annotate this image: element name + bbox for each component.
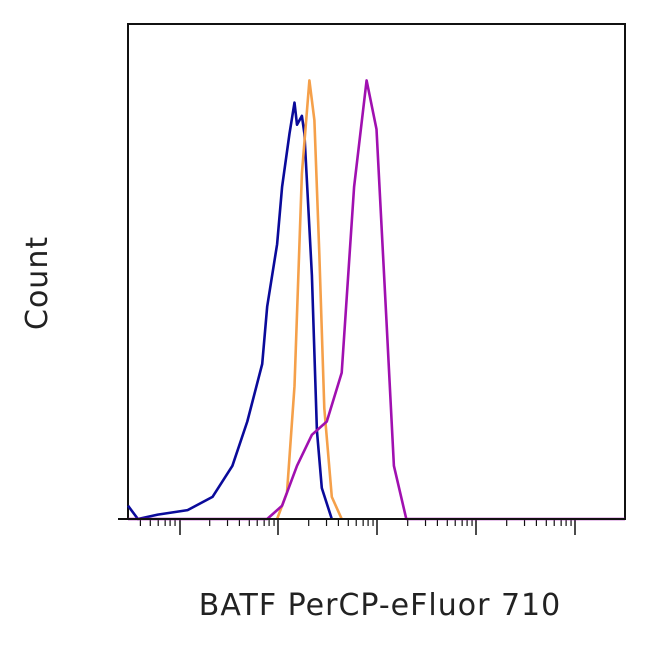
histogram-series — [126, 79, 625, 521]
y-axis-label: Count — [20, 235, 55, 330]
x-axis-ticks — [139, 519, 576, 535]
series-line — [128, 79, 625, 521]
series-line — [275, 79, 343, 520]
series-line — [126, 101, 334, 521]
x-axis-label: BATF PerCP-eFluor 710 — [198, 588, 562, 623]
plot-frame — [127, 23, 626, 520]
